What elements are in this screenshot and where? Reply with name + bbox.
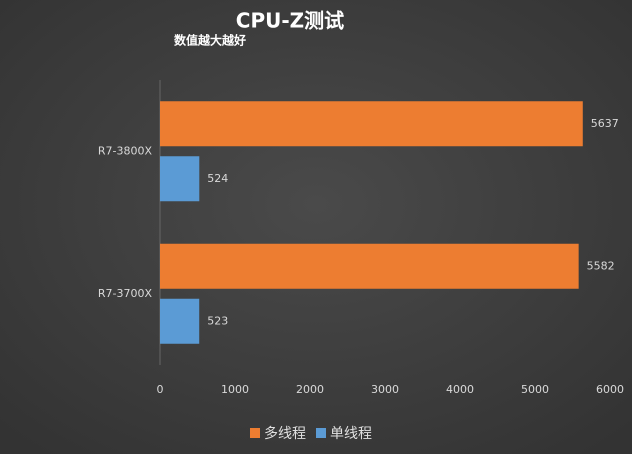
legend-label: 多线程 (264, 425, 306, 442)
x-tick-label: 5000 (521, 383, 549, 396)
bar (160, 243, 579, 289)
y-tick-label: R7-3800X (98, 144, 153, 157)
legend-swatch (316, 428, 326, 438)
chart-title: CPU-Z测试 (236, 9, 344, 33)
legend-label: 单线程 (330, 426, 372, 442)
value-label: 5582 (587, 259, 615, 272)
value-label: 5637 (591, 117, 619, 130)
bar (160, 156, 200, 202)
x-tick-label: 4000 (446, 383, 474, 396)
value-label: 524 (207, 172, 228, 185)
x-tick-label: 3000 (371, 383, 399, 396)
x-tick-label: 6000 (596, 383, 624, 396)
value-label: 523 (207, 314, 228, 327)
bar (160, 101, 583, 147)
x-tick-label: 0 (157, 383, 164, 396)
x-tick-label: 1000 (221, 383, 249, 396)
y-tick-label: R7-3700X (98, 287, 153, 300)
x-tick-label: 2000 (296, 383, 324, 396)
bar (160, 298, 200, 344)
chart-subtitle: 数值越大越好 (174, 33, 246, 48)
legend-swatch (250, 428, 260, 438)
